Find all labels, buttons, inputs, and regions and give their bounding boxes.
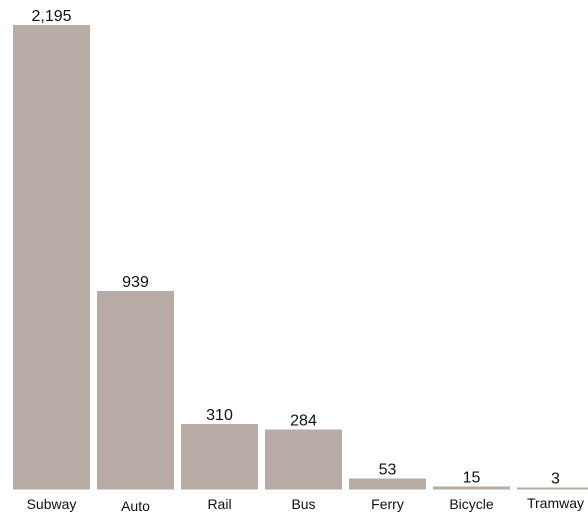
value-label-subway: 2,195 (31, 8, 71, 25)
value-label-ferry: 53 (379, 461, 397, 478)
bar-bus (265, 429, 342, 490)
bar-ferry (349, 478, 426, 490)
bar-auto (97, 290, 174, 490)
bars-group (13, 25, 588, 490)
category-label-subway: Subway (27, 496, 77, 512)
bar-tramway (517, 487, 588, 490)
category-labels-group: Subway Auto Rail Bus Ferry Bicycle Tramway (27, 495, 584, 514)
value-label-bus: 284 (290, 412, 317, 429)
bar-rail (181, 423, 258, 490)
value-labels-group: 2,195 939 310 284 53 15 3 (31, 8, 560, 488)
bar-subway (13, 25, 90, 490)
category-label-bus: Bus (291, 496, 315, 512)
value-label-rail: 310 (206, 407, 233, 424)
value-label-bicycle: 15 (463, 469, 481, 486)
category-label-rail: Rail (207, 496, 231, 512)
category-label-bicycle: Bicycle (449, 496, 494, 512)
value-label-auto: 939 (122, 274, 149, 291)
category-label-tramway: Tramway (527, 495, 584, 511)
bar-bicycle (433, 486, 510, 490)
category-label-ferry: Ferry (371, 496, 404, 512)
category-label-auto: Auto (121, 498, 150, 514)
value-label-tramway: 3 (551, 471, 560, 488)
